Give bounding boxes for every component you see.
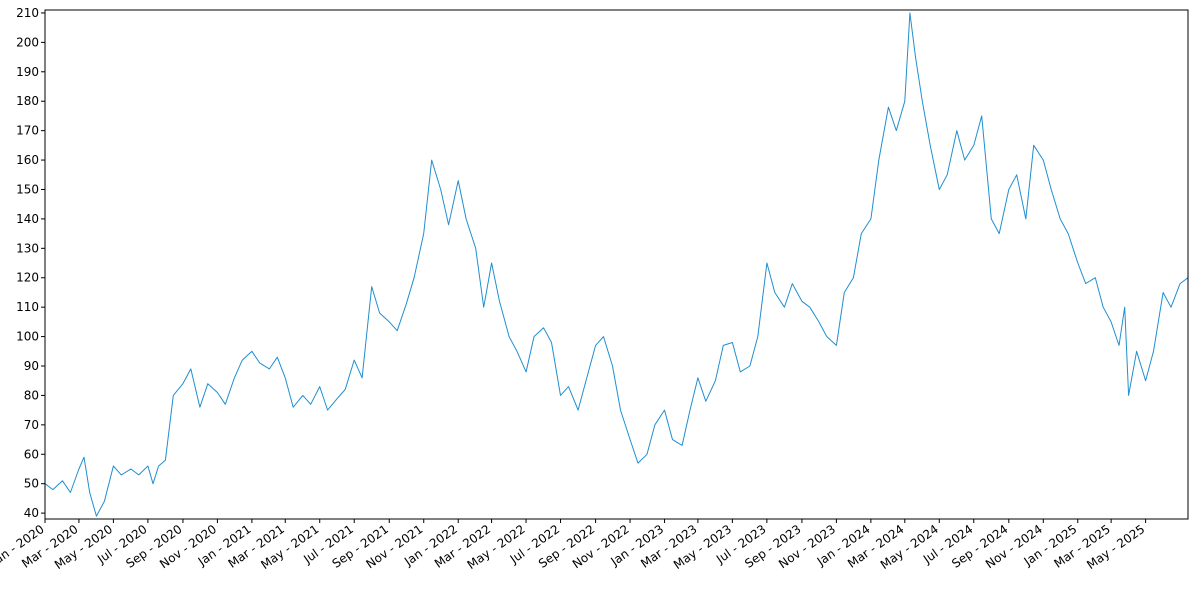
y-tick-label: 110	[16, 300, 39, 314]
y-tick-label: 130	[16, 241, 39, 255]
y-tick-label: 200	[16, 35, 39, 49]
y-tick-label: 210	[16, 6, 39, 20]
y-tick-label: 90	[24, 359, 39, 373]
y-axis: 40 50 60 70 80 90 100 110 120 130 140 150 160 170 180 1…	[16, 6, 45, 520]
plot-frame	[44, 9, 1189, 520]
y-tick-label: 120	[16, 271, 39, 285]
y-tick-label: 100	[16, 330, 39, 344]
y-tick-label: 80	[24, 388, 39, 402]
y-tick-label: 150	[16, 182, 39, 196]
y-tick-label: 70	[24, 418, 39, 432]
series-line	[44, 12, 1189, 517]
y-tick-label: 170	[16, 124, 39, 138]
y-tick-label: 60	[24, 447, 39, 461]
y-tick-label: 40	[24, 506, 39, 520]
plot-background	[45, 10, 1188, 519]
y-tick-label: 160	[16, 153, 39, 167]
y-tick-label: 190	[16, 65, 39, 79]
y-tick-label: 50	[24, 477, 39, 491]
y-tick-label: 180	[16, 94, 39, 108]
y-tick-label: 140	[16, 212, 39, 226]
